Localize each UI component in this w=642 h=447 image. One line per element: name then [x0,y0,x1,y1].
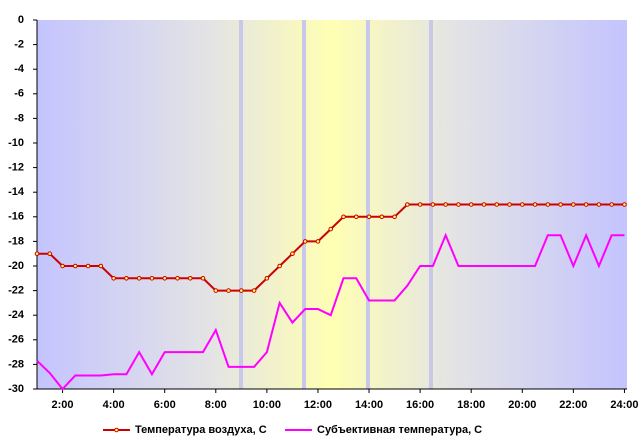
y-tick-label: -14 [8,186,25,198]
y-tick-label: -30 [8,383,24,395]
point [481,202,487,207]
x-tick-label: 10:00 [253,399,281,411]
point [98,263,104,269]
band [366,20,370,389]
point [379,214,385,220]
point [277,263,282,269]
point [85,263,91,269]
point [175,276,180,281]
x-tick-label: 8:00 [205,399,227,411]
point [200,276,206,281]
y-tick-label: 0 [18,14,24,26]
point [392,214,397,220]
point [315,239,321,244]
y-tick-label: -26 [8,334,24,346]
point [609,202,614,207]
point [353,214,359,220]
point [302,239,308,244]
y-tick-label: -4 [14,63,25,75]
point [456,202,461,207]
point [34,251,40,256]
point [341,214,346,220]
point [264,276,270,281]
point [507,202,512,207]
point [558,202,563,207]
y-tick-label: -16 [8,211,24,223]
point [328,226,334,232]
x-tick-label: 20:00 [508,399,536,411]
band [302,20,306,389]
point [136,276,142,281]
point [226,288,231,293]
point [290,251,295,256]
x-tick-label: 22:00 [559,399,587,411]
point [239,288,244,293]
y-tick-label: -20 [8,260,24,272]
point [583,202,589,207]
point [60,263,65,269]
point [47,251,53,256]
y-tick-label: -10 [8,137,24,149]
point [596,202,602,207]
legend-label: Температура воздуха, С [135,424,267,436]
point [213,288,219,293]
point [571,202,576,207]
point [366,214,372,220]
y-tick-label: -18 [8,235,24,247]
y-tick-label: -6 [14,88,24,100]
point [405,202,410,207]
series-line [36,232,625,391]
point [622,202,627,207]
legend-label: Субъективная температура, С [317,424,482,436]
x-tick-label: 18:00 [457,399,485,411]
y-tick-label: -12 [8,162,24,174]
legend-marker [114,427,119,433]
x-tick-label: 6:00 [154,399,176,411]
y-tick-label: -22 [8,285,24,297]
x-tick-label: 14:00 [355,399,383,411]
y-tick-label: -28 [8,358,24,370]
x-tick-label: 12:00 [304,399,332,411]
x-tick-label: 24:00 [610,399,638,411]
y-tick-label: -2 [14,39,24,51]
point [162,276,168,281]
y-tick-label: -8 [14,112,24,124]
x-tick-label: 4:00 [103,399,125,411]
point [545,202,551,207]
point [417,202,423,207]
point [430,202,436,207]
x-tick-label: 16:00 [406,399,434,411]
point [519,202,525,207]
point [468,202,474,207]
point [187,276,193,281]
y-tick-label: -24 [8,309,25,321]
point [532,202,538,207]
point [494,202,500,207]
point [111,276,116,281]
point [443,202,448,207]
point [124,276,129,281]
x-tick-label: 2:00 [52,399,74,411]
point [73,263,78,269]
point [251,288,257,293]
band [239,20,243,389]
point [149,276,155,281]
